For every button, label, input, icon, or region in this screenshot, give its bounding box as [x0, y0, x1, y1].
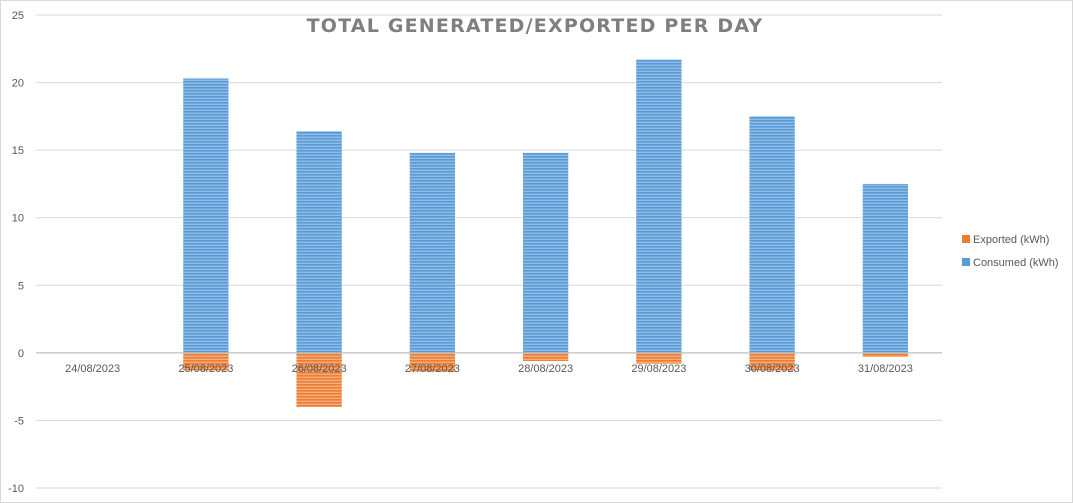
bar-exported — [522, 352, 569, 361]
bar-exported — [636, 352, 682, 364]
y-tick-label: -5 — [14, 415, 24, 427]
bar-exported — [296, 352, 342, 407]
y-tick-label: -10 — [8, 483, 24, 495]
bar-consumed — [749, 116, 795, 353]
bar-consumed — [409, 152, 456, 353]
chart-title: TOTAL GENERATED/EXPORTED PER DAY — [307, 15, 764, 37]
y-tick-label: 25 — [12, 10, 24, 22]
bar-consumed — [296, 131, 342, 353]
bar-consumed — [183, 78, 229, 353]
bars — [183, 59, 909, 407]
bar-consumed — [636, 59, 682, 353]
y-axis-ticks: 25 20 15 10 5 0 -5 -10 — [8, 10, 24, 495]
bar-consumed — [862, 183, 909, 353]
bar-exported — [183, 352, 229, 371]
x-tick-label: 27/08/2023 — [405, 363, 460, 375]
legend-label: Exported (kWh) — [973, 234, 1049, 246]
y-tick-label: 20 — [12, 78, 24, 90]
x-tick-label: 28/08/2023 — [518, 363, 573, 375]
x-tick-label: 26/08/2023 — [292, 363, 347, 375]
legend-label: Consumed (kWh) — [973, 257, 1059, 269]
x-tick-label: 31/08/2023 — [858, 363, 913, 375]
x-tick-label: 29/08/2023 — [631, 363, 686, 375]
bar-exported — [409, 352, 456, 372]
y-tick-label: 15 — [12, 145, 24, 157]
bar-exported — [749, 352, 795, 371]
y-tick-label: 0 — [18, 348, 24, 360]
x-axis-labels: 24/08/2023 25/08/2023 26/08/2023 27/08/2023… — [65, 363, 913, 375]
bar-consumed — [522, 152, 569, 353]
y-tick-label: 10 — [12, 213, 24, 225]
y-tick-label: 5 — [18, 280, 24, 292]
x-tick-label: 25/08/2023 — [178, 363, 233, 375]
legend-swatch — [962, 235, 970, 243]
x-tick-label: 24/08/2023 — [65, 363, 120, 375]
x-tick-label: 30/08/2023 — [745, 363, 800, 375]
legend-swatch — [962, 258, 970, 266]
bar-exported — [862, 352, 909, 357]
legend: Exported (kWh) Consumed (kWh) — [962, 234, 1059, 269]
